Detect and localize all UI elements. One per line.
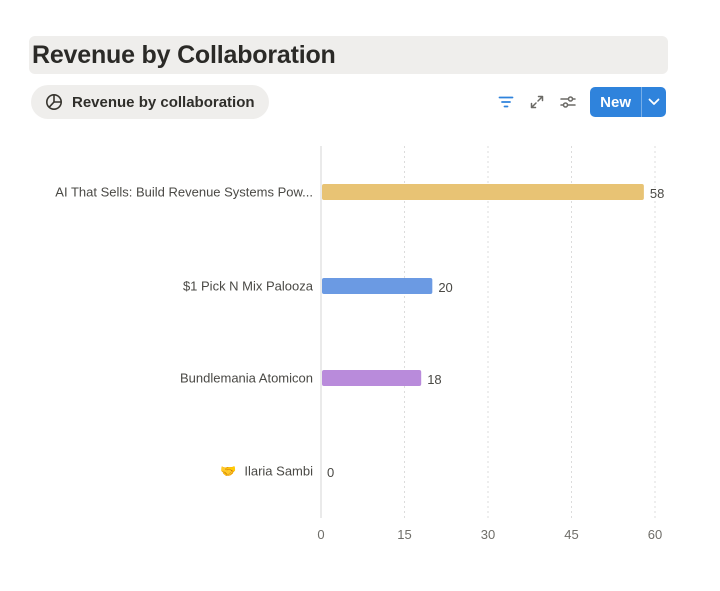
new-button-group: New [590,87,666,117]
bar[interactable] [322,184,644,200]
x-tick-label: 15 [397,527,411,542]
category-label: AI That Sells: Build Revenue Systems Pow… [55,185,313,200]
view-tab-revenue-by-collaboration[interactable]: Revenue by collaboration [31,85,269,119]
chevron-down-icon [648,93,660,111]
x-tick-label: 60 [648,527,662,542]
expand-icon[interactable] [523,88,551,116]
bar[interactable] [322,278,433,294]
category-label: $1 Pick N Mix Palooza [183,279,314,294]
new-button[interactable]: New [600,93,631,111]
value-label: 58 [650,186,664,201]
handshake-icon: 🤝 [220,464,236,479]
x-tick-label: 45 [564,527,578,542]
bar[interactable] [322,370,422,386]
settings-sliders-icon[interactable] [554,88,582,116]
filter-icon[interactable] [492,88,520,116]
category-label: Ilaria Sambi [244,464,313,479]
new-dropdown-button[interactable] [642,87,666,117]
view-tab-label: Revenue by collaboration [72,93,255,111]
value-label: 18 [427,372,441,387]
value-label: 0 [327,465,334,480]
new-button-divider [641,87,642,117]
x-tick-label: 30 [481,527,495,542]
value-label: 20 [438,280,452,295]
category-label: Bundlemania Atomicon [180,371,313,386]
page-title-bar[interactable]: Revenue by Collaboration [29,36,668,74]
x-tick-label: 0 [317,527,324,542]
page-title[interactable]: Revenue by Collaboration [32,40,336,69]
toolbar: New [489,87,666,117]
pie-chart-icon [45,93,63,111]
